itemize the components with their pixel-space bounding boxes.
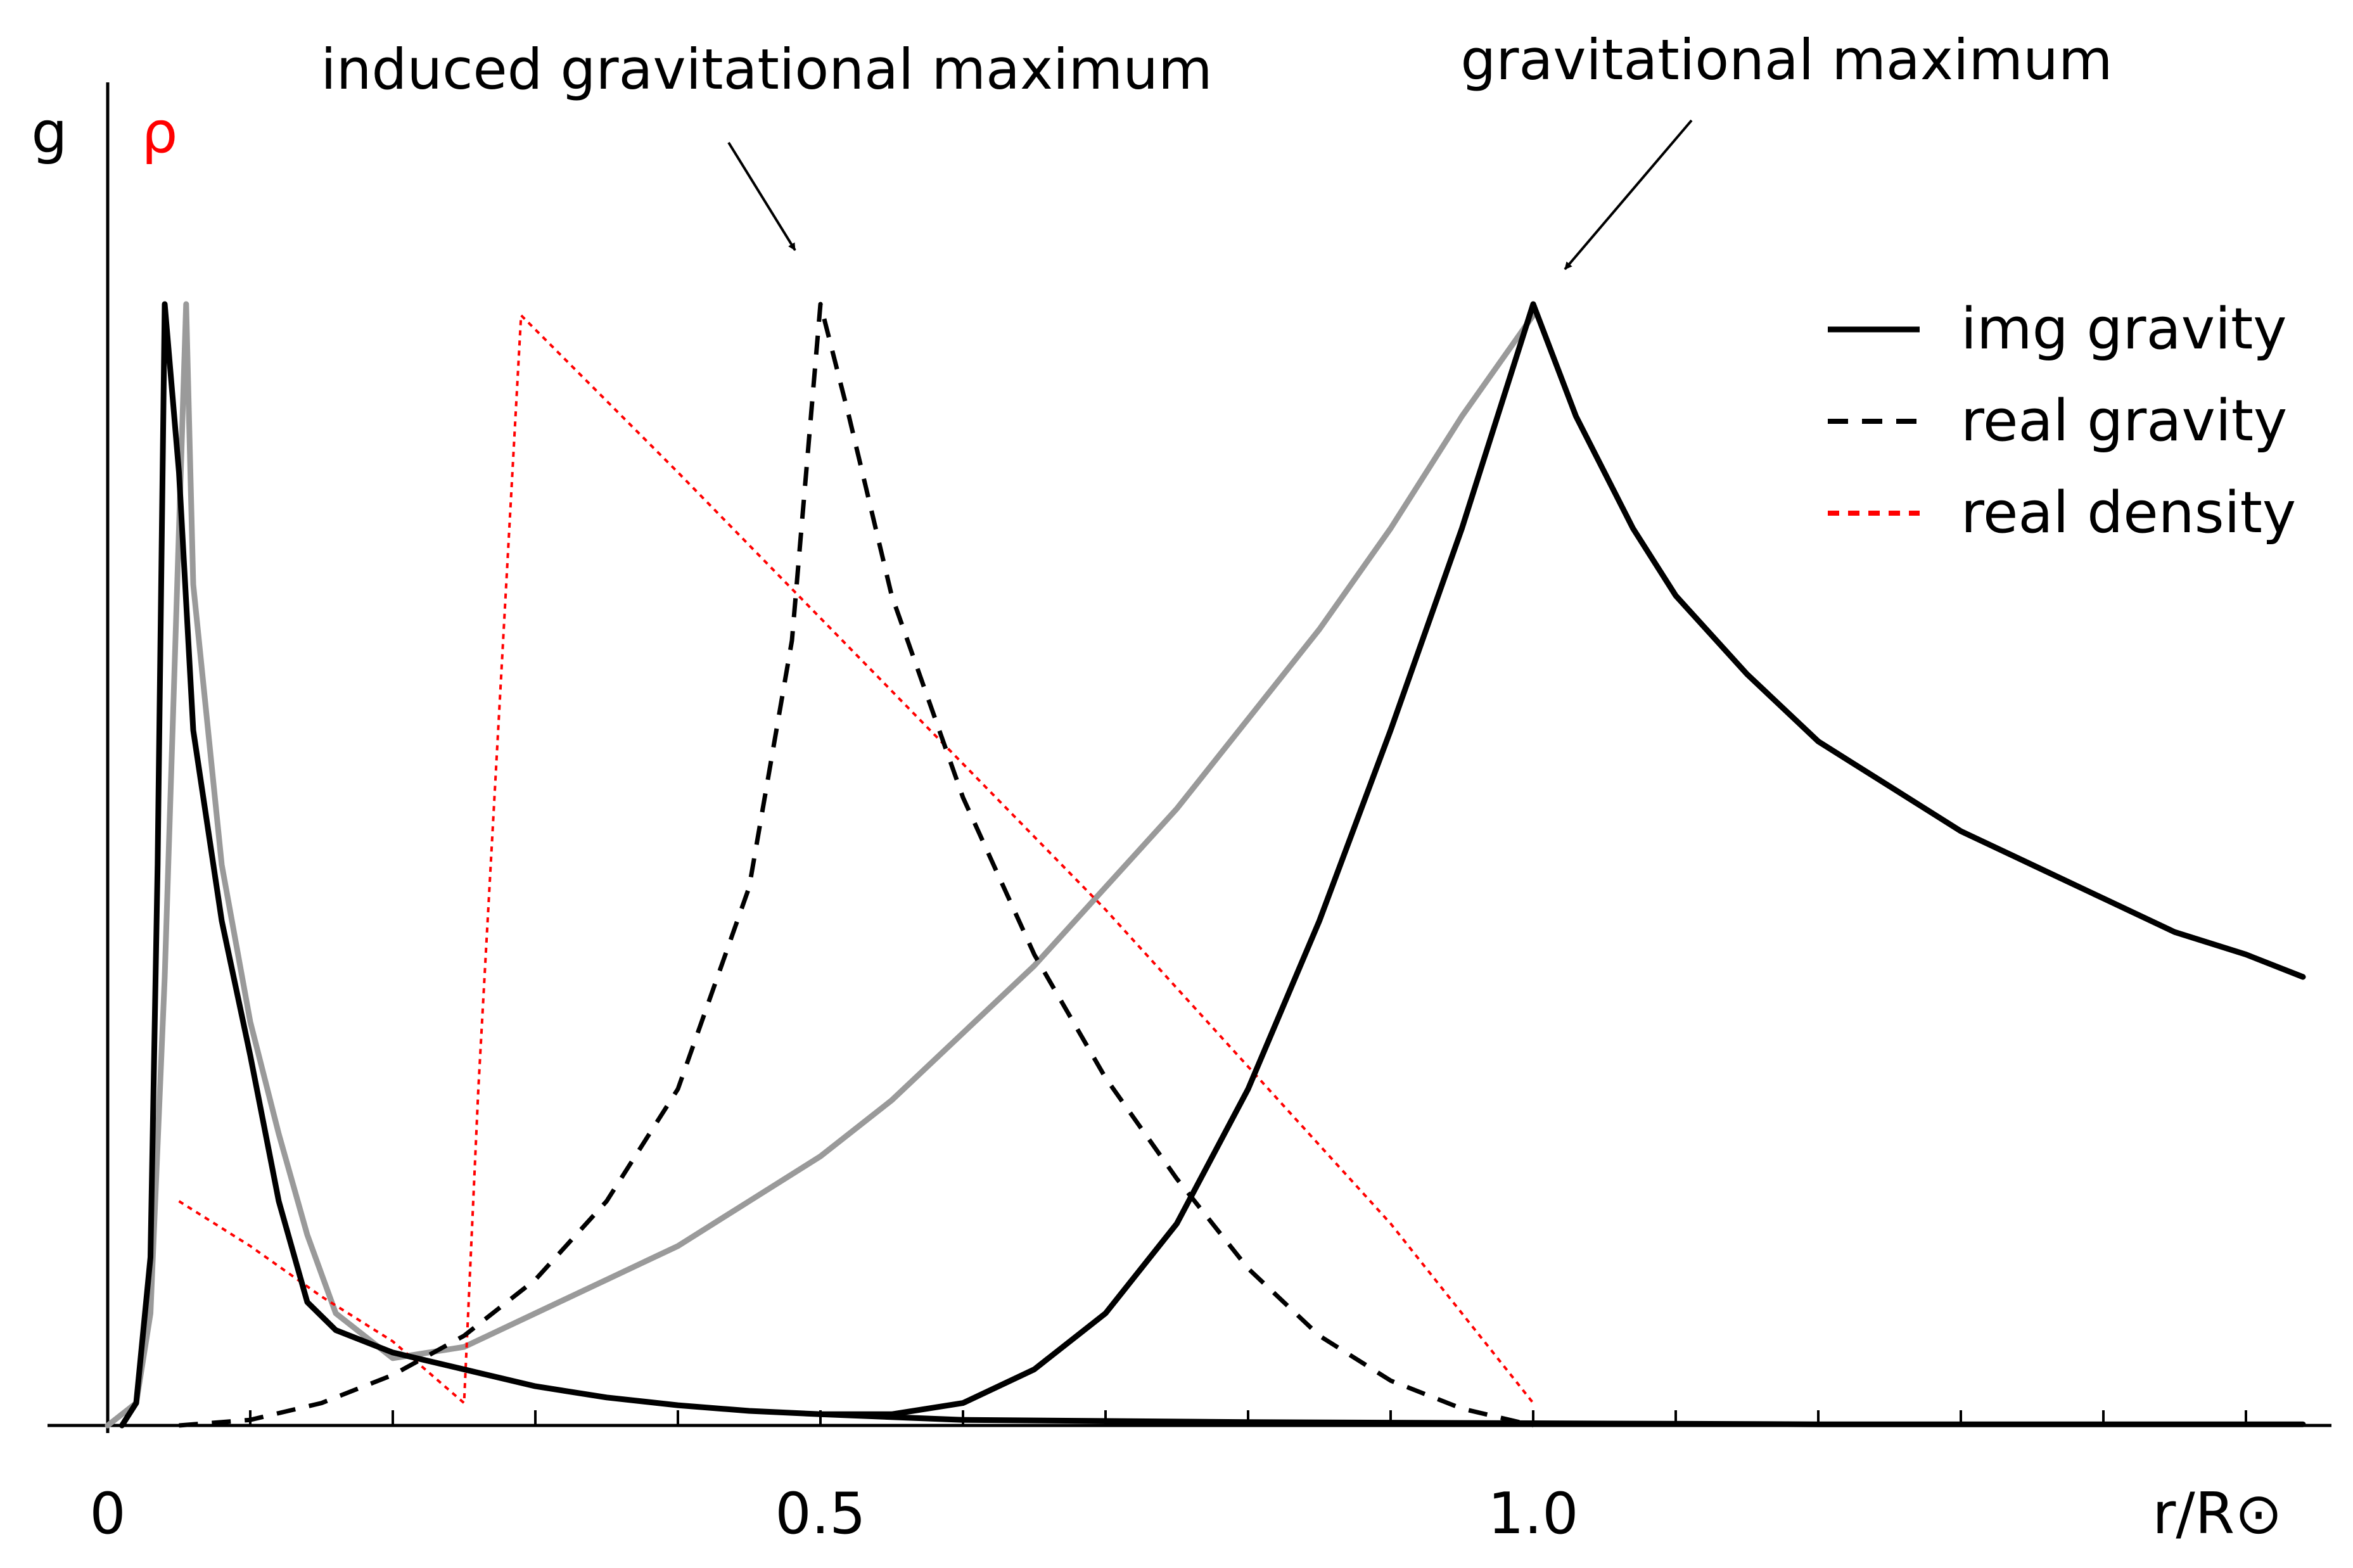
axes: 0 0.5 1.0 r/R⊙ g ρ xyxy=(31,82,2331,1547)
x-tick-label: 1.0 xyxy=(1488,1481,1578,1547)
annotations: induced gravitational maximum gravitation… xyxy=(321,27,2113,271)
series-line-real-density xyxy=(178,314,1534,1405)
legend-label: real gravity xyxy=(1961,388,2287,454)
annotation-arrow xyxy=(1564,119,1693,271)
series-line-real-gravity xyxy=(179,302,1534,1428)
series-line-img-gravity xyxy=(119,301,2306,1429)
y-axis-label: g xyxy=(31,99,67,166)
annotation-text: gravitational maximum xyxy=(1460,27,2112,92)
legend: img gravity real gravity real density xyxy=(1828,296,2296,546)
x-tick-label: 0.5 xyxy=(775,1481,865,1547)
x-axis-label: r/R⊙ xyxy=(2152,1481,2282,1547)
y2-axis-label: ρ xyxy=(141,99,177,166)
series-layer xyxy=(105,301,2306,1429)
legend-label: real density xyxy=(1961,480,2296,546)
annotation-text: induced gravitational maximum xyxy=(321,37,1212,102)
annotation-arrow xyxy=(727,141,796,252)
legend-label: img gravity xyxy=(1961,296,2287,362)
series-line-img-gravity-baseline- xyxy=(817,1411,2306,1427)
series-line-grey-curve xyxy=(105,301,1536,1429)
x-tick-label: 0 xyxy=(89,1481,125,1547)
